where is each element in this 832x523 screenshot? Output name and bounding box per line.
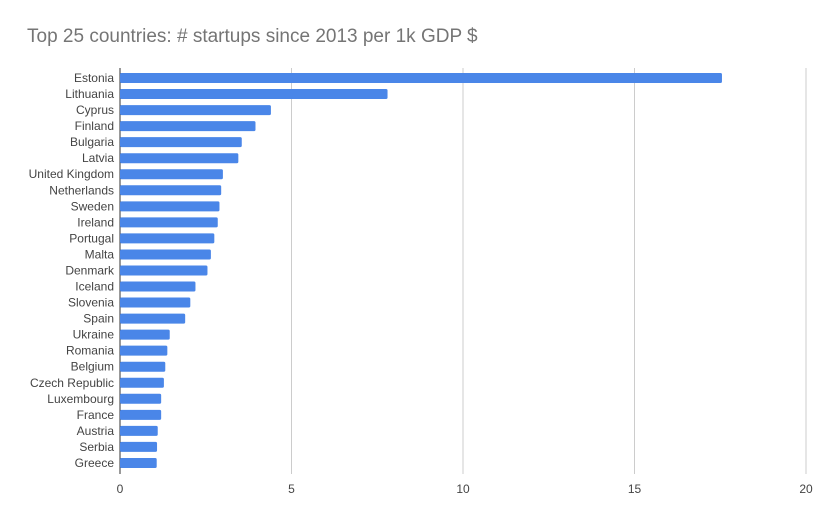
bar-spain xyxy=(120,313,186,324)
category-label: Finland xyxy=(75,119,114,133)
bar-finland xyxy=(120,121,256,132)
category-label: Slovenia xyxy=(68,296,114,310)
bar-ireland xyxy=(120,217,218,228)
category-label: Malta xyxy=(85,247,115,261)
category-label: Luxembourg xyxy=(47,392,114,406)
bar-lithuania xyxy=(120,89,388,100)
x-tick-label: 0 xyxy=(117,482,124,496)
bar-ukraine xyxy=(120,329,170,340)
bar-france xyxy=(120,409,162,420)
x-tick-label: 15 xyxy=(628,482,642,496)
bar-estonia xyxy=(120,73,722,83)
category-label: Serbia xyxy=(79,440,114,454)
category-label: Denmark xyxy=(65,263,115,277)
bar-czech-republic xyxy=(120,377,164,388)
bar-latvia xyxy=(120,153,239,164)
category-label: Cyprus xyxy=(76,103,114,117)
category-label: Romania xyxy=(66,344,114,358)
bar-denmark xyxy=(120,265,208,276)
x-tick-label: 5 xyxy=(288,482,295,496)
category-label: France xyxy=(77,408,115,422)
category-label: Belgium xyxy=(71,360,114,374)
category-label: Lithuania xyxy=(65,87,114,101)
category-label: Sweden xyxy=(71,199,114,213)
category-label: Portugal xyxy=(69,231,114,245)
bar-iceland xyxy=(120,281,196,292)
category-label: Netherlands xyxy=(49,183,114,197)
bar-serbia xyxy=(120,441,158,452)
bar-greece xyxy=(120,457,157,468)
chart-title: Top 25 countries: # startups since 2013 … xyxy=(27,26,478,47)
category-label: Iceland xyxy=(75,280,114,294)
bar-belgium xyxy=(120,361,166,372)
x-tick-label: 20 xyxy=(799,482,813,496)
bar-portugal xyxy=(120,233,215,244)
category-label: Latvia xyxy=(82,151,114,165)
category-label: Austria xyxy=(77,424,115,438)
bar-united-kingdom xyxy=(120,169,223,180)
bar-austria xyxy=(120,425,158,436)
x-tick-labels: 0 5 10 15 20 xyxy=(117,482,813,496)
bar-bulgaria xyxy=(120,137,242,148)
category-label: Bulgaria xyxy=(70,135,114,149)
bar-netherlands xyxy=(120,185,222,196)
category-label: United Kingdom xyxy=(29,167,114,181)
category-label: Estonia xyxy=(74,71,114,85)
category-label: Czech Republic xyxy=(30,376,114,390)
category-label: Spain xyxy=(83,312,114,326)
bar-malta xyxy=(120,249,211,260)
category-label: Ireland xyxy=(77,215,114,229)
category-label: Greece xyxy=(75,456,115,470)
category-label: Ukraine xyxy=(73,328,115,342)
bar-luxembourg xyxy=(120,393,162,404)
bar-slovenia xyxy=(120,297,191,308)
bar-cyprus xyxy=(120,105,271,116)
x-tick-label: 10 xyxy=(456,482,470,496)
bars xyxy=(120,73,722,468)
category-labels: Estonia Lithuania Cyprus Finland Bulgaria Lat… xyxy=(29,71,115,470)
bar-sweden xyxy=(120,201,220,212)
bar-romania xyxy=(120,345,168,356)
